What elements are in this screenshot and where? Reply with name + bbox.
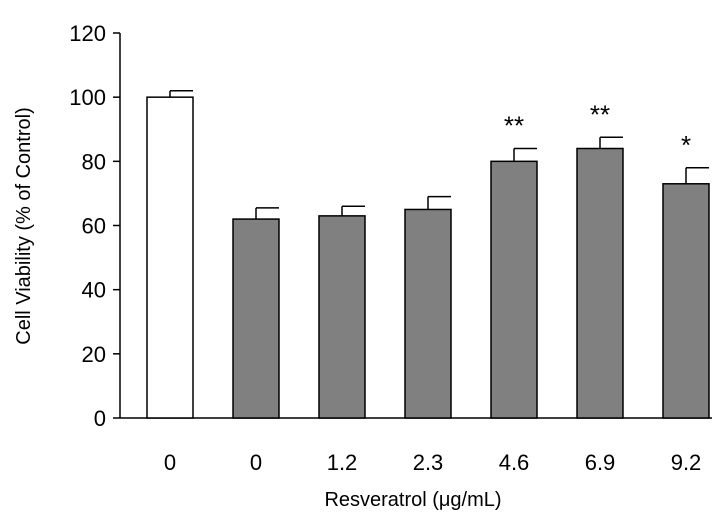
significance-label: * (681, 130, 691, 160)
x-axis-title: Resveratrol (μg/mL) (324, 489, 501, 511)
bar (662, 183, 710, 419)
significance-label: ** (504, 111, 524, 141)
plot-area: 0 20 40 60 80 100 120 0 0 1.2 2.3 4.6 ** 6.9 ** 9.2 * (69, 21, 712, 475)
x-tick-label: 2.3 (413, 450, 444, 475)
x-tick-label: 1.2 (327, 450, 358, 475)
y-tick-label: 20 (82, 342, 106, 367)
y-axis-title: Cell Viability (% of Control) (13, 107, 35, 345)
bar (404, 208, 452, 419)
y-tick-label: 80 (82, 149, 106, 174)
x-tick-label: 0 (164, 450, 176, 475)
bar (576, 147, 624, 419)
x-tick-label: 4.6 (499, 450, 530, 475)
y-tick-label: 100 (69, 85, 106, 110)
y-tick-label: 60 (82, 214, 106, 239)
bar (232, 218, 280, 419)
x-tick-label: 6.9 (585, 450, 616, 475)
bar (490, 160, 538, 419)
bar (146, 96, 194, 419)
x-tick-label: 9.2 (671, 450, 702, 475)
y-tick-label: 40 (82, 278, 106, 303)
significance-label: ** (590, 99, 610, 129)
bar (318, 215, 366, 419)
x-tick-label: 0 (250, 450, 262, 475)
y-tick-label: 120 (69, 21, 106, 46)
y-tick-label: 0 (94, 406, 106, 431)
